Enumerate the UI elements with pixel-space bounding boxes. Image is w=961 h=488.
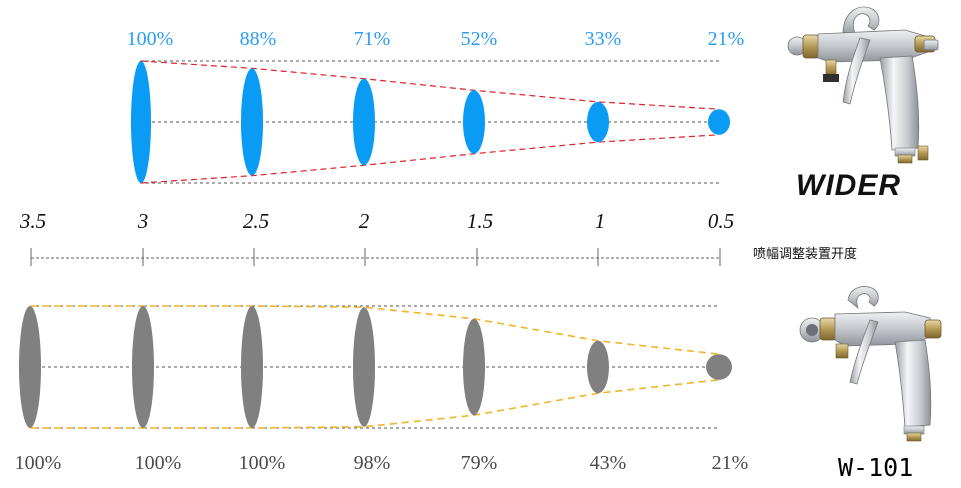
top-pct-3: 71% [354, 28, 391, 50]
top-spray-ellipses [131, 61, 730, 183]
bottom-spray-ellipse-7 [706, 354, 732, 380]
bottom-pct-2: 100% [135, 452, 182, 474]
bottom-pct-7: 21% [712, 452, 749, 474]
scale-label-3: 2.5 [243, 209, 269, 233]
opening-scale-axis [30, 248, 721, 266]
bottom-pct-4: 98% [354, 452, 391, 474]
bottom-spray-ellipses [19, 306, 732, 428]
top-envelope-lines [140, 60, 720, 184]
bottom-pct-5: 79% [461, 452, 498, 474]
top-pct-2: 88% [240, 28, 277, 50]
top-spray-ellipse-5 [587, 101, 609, 143]
top-pct-4: 52% [461, 28, 498, 50]
bottom-spray-ellipse-6 [587, 340, 609, 394]
wider-spray-gun-image [787, 6, 939, 164]
bottom-spray-ellipse-3 [241, 306, 263, 428]
top-spray-ellipse-4 [463, 90, 485, 154]
opening-scale-labels: 3.5 3 2.5 2 1.5 1 0.5 [19, 209, 734, 233]
scale-label-5: 1.5 [467, 209, 493, 233]
top-pct-6: 21% [708, 28, 745, 50]
top-pct-1: 100% [127, 28, 174, 50]
scale-label-7: 0.5 [708, 209, 734, 233]
bottom-spray-ellipse-5 [463, 318, 485, 416]
top-spray-ellipse-6 [708, 109, 730, 135]
scale-caption: 喷幅调整装置开度 [753, 246, 857, 262]
top-envelope-lower [140, 134, 720, 184]
bottom-pct-1: 100% [15, 452, 62, 474]
top-spray-ellipse-3 [353, 78, 375, 166]
bottom-pct-3: 100% [239, 452, 286, 474]
w101-model-label: W-101 [838, 453, 913, 482]
bottom-percentage-labels: 100% 100% 100% 98% 79% 43% 21% [15, 452, 749, 474]
bottom-pct-6: 43% [590, 452, 627, 474]
top-pct-5: 33% [585, 28, 622, 50]
bottom-spray-ellipse-1 [19, 306, 41, 428]
top-spray-ellipse-2 [241, 68, 263, 176]
scale-label-4: 2 [359, 209, 370, 233]
w101-spray-gun-image [799, 286, 942, 442]
top-envelope-upper [140, 60, 720, 110]
top-spray-ellipse-1 [131, 61, 151, 183]
wider-brand-logo: WIDER [796, 169, 901, 202]
scale-label-6: 1 [595, 209, 606, 233]
scale-label-1: 3.5 [19, 209, 46, 233]
bottom-spray-ellipse-2 [132, 306, 154, 428]
scale-label-2: 3 [137, 209, 149, 233]
top-percentage-labels: 100% 88% 71% 52% 33% 21% [127, 28, 745, 50]
top-guide-lines [140, 60, 720, 184]
bottom-spray-ellipse-4 [353, 307, 375, 427]
